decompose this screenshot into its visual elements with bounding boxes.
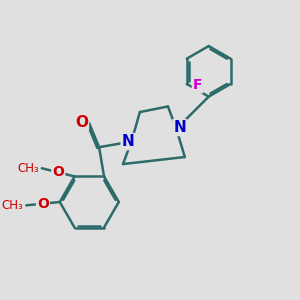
Text: F: F xyxy=(193,78,202,92)
Text: O: O xyxy=(75,115,88,130)
Text: CH₃: CH₃ xyxy=(17,162,39,175)
Text: O: O xyxy=(37,197,49,211)
Text: CH₃: CH₃ xyxy=(2,199,23,212)
Text: N: N xyxy=(122,134,134,149)
Text: O: O xyxy=(52,165,64,179)
Text: N: N xyxy=(173,120,186,135)
